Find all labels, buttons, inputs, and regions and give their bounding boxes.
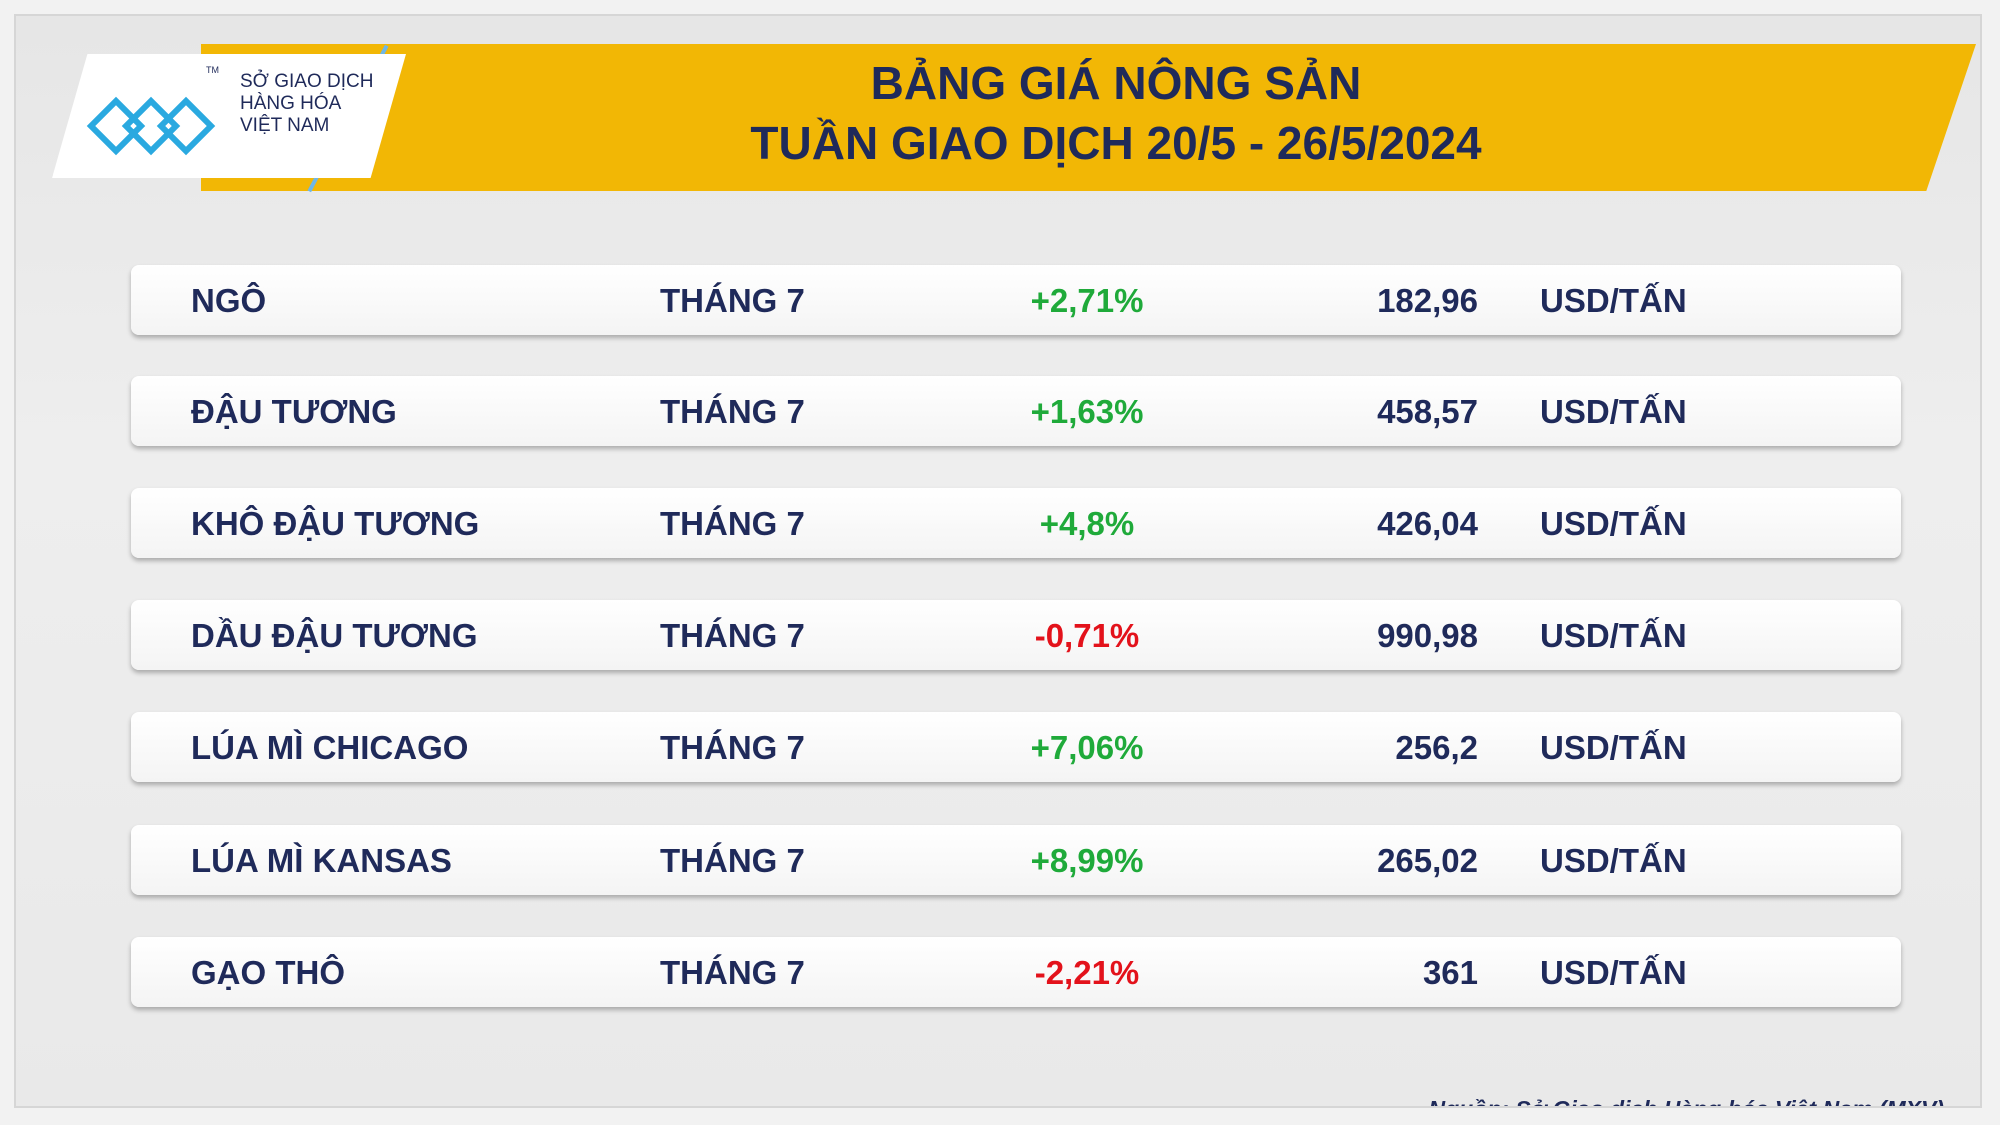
commodity-name: GẠO THÔ — [191, 954, 345, 991]
contract-month: THÁNG 7 — [660, 842, 805, 879]
price: 426,04 — [1377, 505, 1478, 542]
title: TUẦN GIAO DỊCH 20/5 - 26/5/2024 — [750, 117, 1482, 169]
unit: USD/TẤN — [1540, 729, 1687, 766]
logo-box — [52, 54, 406, 178]
logo-text: HÀNG HÓA — [240, 93, 342, 114]
price-change: +7,06% — [1030, 729, 1144, 766]
unit: USD/TẤN — [1540, 282, 1687, 319]
header-banner — [201, 44, 1976, 191]
unit: USD/TẤN — [1540, 954, 1687, 991]
commodity-name: LÚA MÌ CHICAGO — [191, 729, 469, 766]
table-row: LÚA MÌ CHICAGO THÁNG 7 +7,06% 256,2 USD/TẤN — [131, 712, 1901, 782]
price-change: +4,8% — [1039, 505, 1135, 542]
price-change: +2,71% — [1030, 282, 1144, 319]
price-change: +8,99% — [1030, 842, 1144, 879]
logo-text: VIỆT NAM — [240, 115, 330, 136]
price: 361 — [1422, 954, 1478, 991]
logo-tm: TM — [206, 65, 219, 75]
price: 458,57 — [1377, 393, 1478, 430]
title: BẢNG GIÁ NÔNG SẢN — [870, 57, 1362, 109]
unit: USD/TẤN — [1540, 505, 1687, 542]
commodity-name: DẦU ĐẬU TƯƠNG — [191, 617, 478, 654]
commodity-name: KHÔ ĐẬU TƯƠNG — [191, 505, 480, 542]
frame: TM SỞ GIAO DỊCH HÀNG HÓA VIỆT NAM BẢNG G… — [14, 14, 1982, 1108]
table-row: ĐẬU TƯƠNG THÁNG 7 +1,63% 458,57 USD/TẤN — [131, 376, 1901, 446]
contract-month: THÁNG 7 — [660, 282, 805, 319]
logo-mark — [86, 96, 216, 156]
table-row: KHÔ ĐẬU TƯƠNG THÁNG 7 +4,8% 426,04 USD/TẤN — [131, 488, 1901, 558]
price-change: -0,71% — [1034, 617, 1140, 654]
contract-month: THÁNG 7 — [660, 393, 805, 430]
price: 182,96 — [1377, 282, 1478, 319]
contract-month: THÁNG 7 — [660, 505, 805, 542]
unit: USD/TẤN — [1540, 393, 1687, 430]
price-change: -2,21% — [1034, 954, 1140, 991]
commodity-name: NGÔ — [191, 282, 267, 319]
table-row: DẦU ĐẬU TƯƠNG THÁNG 7 -0,71% 990,98 USD/TẤN — [131, 600, 1901, 670]
price-change: +1,63% — [1030, 393, 1144, 430]
contract-month: THÁNG 7 — [660, 617, 805, 654]
price: 265,02 — [1377, 842, 1478, 879]
price: 256,2 — [1395, 729, 1478, 766]
contract-month: THÁNG 7 — [660, 729, 805, 766]
logo-text: SỞ GIAO DỊCH — [240, 71, 374, 92]
commodity-name: LÚA MÌ KANSAS — [191, 842, 452, 879]
commodity-name: ĐẬU TƯƠNG — [191, 393, 397, 430]
price: 990,98 — [1377, 617, 1478, 654]
contract-month: THÁNG 7 — [660, 954, 805, 991]
unit: USD/TẤN — [1540, 617, 1687, 654]
unit: USD/TẤN — [1540, 842, 1687, 879]
table-row: NGÔ THÁNG 7 +2,71% 182,96 USD/TẤN — [131, 265, 1901, 335]
source-note: Nguồn: Sở Giao dịch Hàng hóa Việt Nam (M… — [1428, 1096, 1944, 1106]
table-row: LÚA MÌ KANSAS THÁNG 7 +8,99% 265,02 USD/TẤN — [131, 825, 1901, 895]
table-row: GẠO THÔ THÁNG 7 -2,21% 361 USD/TẤN — [131, 937, 1901, 1007]
